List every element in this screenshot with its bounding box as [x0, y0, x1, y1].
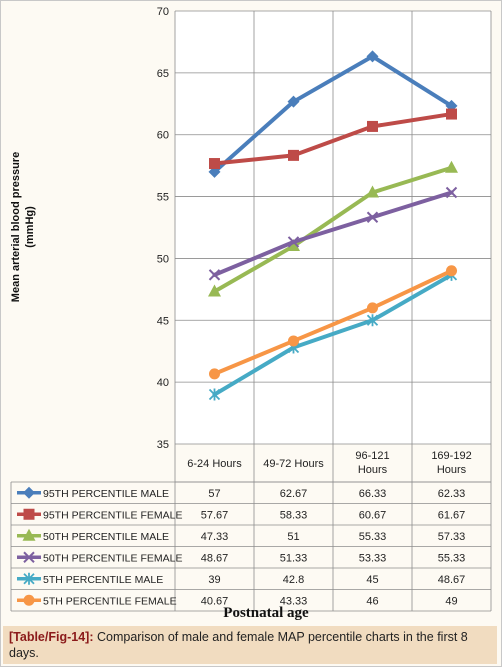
- legend-label: 5TH PERCENTILE MALE: [43, 574, 163, 586]
- data-point: [445, 160, 458, 173]
- caption-tag: [Table/Fig-14]:: [9, 630, 94, 644]
- data-point: [208, 284, 221, 297]
- x-tick-label: 49-72 Hours: [263, 458, 324, 470]
- y-tick-label: 65: [157, 68, 169, 80]
- table-value: 43.33: [280, 595, 308, 607]
- data-point: [23, 486, 35, 499]
- data-point: [367, 120, 378, 132]
- line-chart: 35 40 45 50 55 60 65 70 6-24 Hours 49-72 Hours 96-…: [10, 6, 492, 621]
- table-value: 55.33: [359, 531, 387, 543]
- table-value: 61.67: [438, 509, 466, 521]
- table-value: 49: [445, 595, 457, 607]
- table-value: 57: [208, 488, 220, 500]
- series-line: [212, 272, 454, 397]
- data-point: [23, 572, 35, 585]
- x-axis-title: Postnatal age: [223, 605, 309, 621]
- series-line: [212, 112, 454, 166]
- caption-text: Comparison of male and female MAP percen…: [9, 630, 468, 660]
- table-value: 48.67: [438, 574, 466, 586]
- table-value: 57.33: [438, 531, 466, 543]
- legend-label: 95TH PERCENTILE MALE: [43, 488, 169, 500]
- table-value: 48.67: [201, 552, 229, 564]
- data-point: [209, 368, 220, 380]
- data-point: [288, 149, 299, 161]
- table-value: 39: [208, 574, 220, 586]
- series-line: [212, 54, 454, 174]
- table-value: 58.33: [280, 509, 308, 521]
- data-point: [366, 211, 379, 223]
- data-point: [208, 388, 221, 401]
- x-tick-label: 169-192 Hours: [431, 450, 471, 476]
- series-line: [212, 165, 454, 294]
- data-point: [208, 269, 221, 281]
- table-value: 62.67: [280, 488, 308, 500]
- y-tick-label: 40: [157, 377, 169, 389]
- legend-label: 95TH PERCENTILE FEMALE: [43, 509, 182, 521]
- y-tick-label: 55: [157, 192, 169, 204]
- y-tick-label: 35: [157, 439, 169, 451]
- data-point: [209, 158, 220, 170]
- data-point: [23, 551, 35, 563]
- table-value: 60.67: [359, 509, 387, 521]
- table-value: 47.33: [201, 531, 229, 543]
- data-point: [446, 108, 457, 120]
- data-point: [287, 95, 300, 108]
- table-value: 46: [366, 595, 378, 607]
- data-point: [23, 594, 35, 606]
- table-value: 51: [287, 531, 299, 543]
- table-value: 62.33: [438, 488, 466, 500]
- y-tick-label: 60: [157, 130, 169, 142]
- data-point: [366, 314, 379, 327]
- table-value: 40.67: [201, 595, 229, 607]
- x-tick-label: 6-24 Hours: [187, 458, 242, 470]
- data-point: [22, 528, 36, 541]
- data-point: [287, 236, 300, 248]
- data-point: [23, 508, 35, 520]
- table-value: 55.33: [438, 552, 466, 564]
- legend-label: 5TH PERCENTILE FEMALE: [43, 595, 177, 607]
- series-line: [212, 190, 454, 277]
- table-value: 57.67: [201, 509, 229, 521]
- legend-label: 50TH PERCENTILE FEMALE: [43, 552, 182, 564]
- y-tick-label: 45: [157, 315, 169, 327]
- y-axis-title: Mean arterial blood pressure (mmHg): [10, 152, 36, 302]
- table-value: 42.8: [283, 574, 304, 586]
- data-point: [287, 239, 300, 252]
- table-value: 66.33: [359, 488, 387, 500]
- data-point: [446, 265, 457, 277]
- data-point: [288, 335, 299, 347]
- data-point: [366, 50, 379, 63]
- data-point: [445, 186, 458, 199]
- series-line: [212, 268, 454, 376]
- table-value: 51.33: [280, 552, 308, 564]
- table-value: 53.33: [359, 552, 387, 564]
- x-tick-label: 96-121 Hours: [355, 450, 389, 476]
- legend-label: 50TH PERCENTILE MALE: [43, 531, 169, 543]
- figure-caption: [Table/Fig-14]: Comparison of male and f…: [3, 626, 497, 664]
- data-point: [366, 185, 379, 198]
- data-point: [367, 302, 378, 314]
- y-tick-label: 50: [157, 253, 169, 265]
- y-tick-label: 70: [157, 6, 169, 18]
- table-value: 45: [366, 574, 378, 586]
